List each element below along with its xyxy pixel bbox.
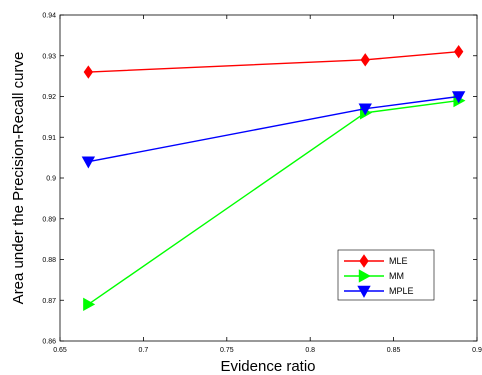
y-tick-label: 0.87 [42,298,56,305]
legend-label-mle: MLE [389,256,408,266]
y-tick-label: 0.88 [42,257,56,264]
y-tick-label: 0.92 [42,94,56,101]
y-tick-label: 0.86 [42,339,56,346]
x-tick-label: 0.9 [472,347,482,354]
data-point-mple [81,156,96,169]
x-tick-label: 0.7 [139,347,149,354]
y-axis-title: Area under the Precision-Recall curve [10,52,27,305]
x-tick-label: 0.75 [220,347,234,354]
data-point-mm [83,297,96,312]
series-group [81,44,466,312]
y-tick-label: 0.93 [42,53,56,60]
y-tick-label: 0.91 [42,135,56,142]
legend-marker-mle [359,254,369,268]
data-point-mle [360,53,370,67]
data-point-mple [358,103,372,116]
x-tick-label: 0.65 [53,347,67,354]
legend-marker-mple [357,285,371,298]
y-tick-label: 0.94 [42,13,56,20]
series-mple [81,91,466,169]
legend-marker-mm [358,269,371,283]
legend-label-mm: MM [389,271,404,281]
data-point-mple [451,91,466,104]
series-mle [83,44,464,79]
axis-ticks: 0.65 0.7 0.75 0.8 0.85 0.9 0.86 0.87 0.88 0.89 0.9… [42,13,482,355]
data-point-mle [453,44,464,59]
legend-box [337,249,435,301]
y-tick-label: 0.9 [46,176,56,183]
data-point-mle [83,65,94,79]
x-tick-label: 0.8 [305,347,315,354]
legend: MLE MM MPLE [337,249,435,301]
x-tick-label: 0.85 [387,347,401,354]
y-tick-label: 0.89 [42,216,56,223]
x-axis-title: Evidence ratio [220,358,315,375]
legend-label-mple: MPLE [389,286,414,296]
